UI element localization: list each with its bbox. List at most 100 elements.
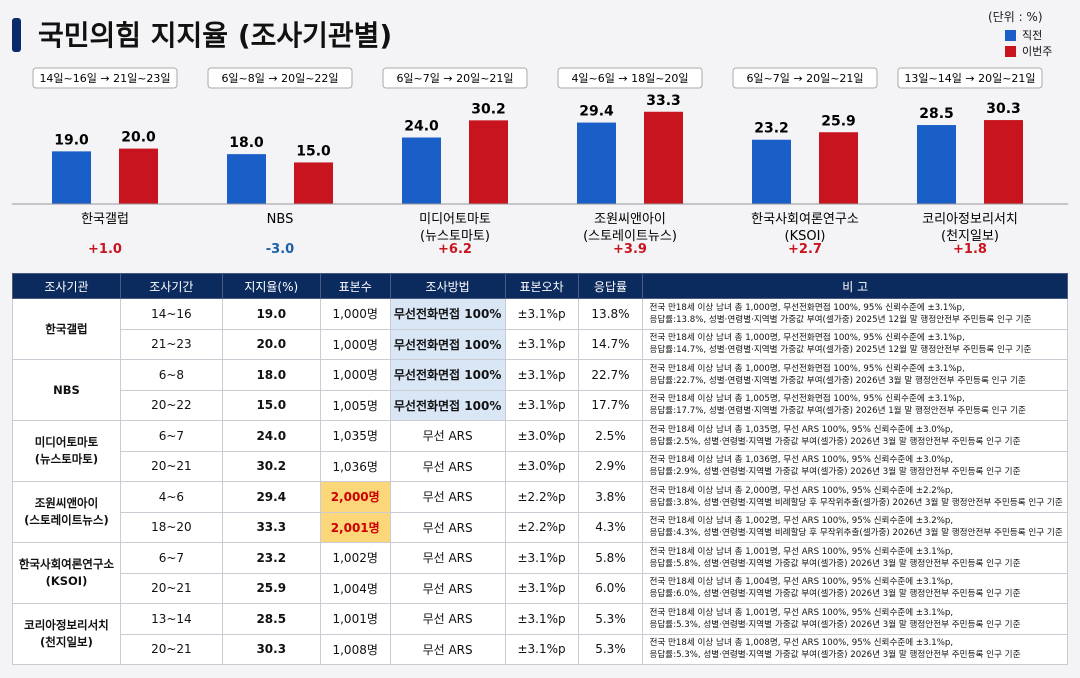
bar-prev bbox=[752, 139, 791, 204]
period-cell: 6~7 bbox=[119, 542, 223, 574]
period-label: 13일~14일 → 20일~21일 bbox=[904, 71, 1035, 85]
sample-cell: 1,036명 bbox=[319, 450, 391, 482]
sample-cell: 2,001명 bbox=[319, 511, 391, 543]
table-row: 20~21 25.9 1,004명 무선 ARS ±3.1%p 6.0% 전국 만18세 이… bbox=[13, 572, 1068, 604]
response-rate-cell: 5.3% bbox=[577, 633, 644, 665]
change-label: -3.0 bbox=[266, 242, 294, 257]
response-rate-cell: 5.8% bbox=[577, 542, 644, 574]
method-cell: 무선전화면접 100% bbox=[389, 389, 506, 421]
period-cell: 20~21 bbox=[119, 450, 223, 482]
category-label: (뉴스토마토) bbox=[420, 229, 490, 244]
legend-curr-swatch bbox=[1005, 45, 1016, 57]
method-cell: 무선 ARS bbox=[389, 511, 506, 543]
category-label: (KSOI) bbox=[785, 229, 826, 244]
period-cell: 6~8 bbox=[119, 359, 223, 391]
org-cell: NBS bbox=[12, 359, 121, 421]
period-cell: 14~16 bbox=[119, 298, 223, 330]
method-cell: 무선 ARS bbox=[389, 572, 506, 604]
rate-cell: 15.0 bbox=[221, 389, 321, 421]
note-cell: 전국 만18세 이상 남녀 총 1,008명, 무선 ARS 100%, 95%… bbox=[642, 633, 1068, 665]
column-header: 지지율(%) bbox=[221, 273, 321, 299]
column-header: 조사기관 bbox=[12, 273, 121, 299]
note-cell: 전국 만18세 이상 남녀 총 1,005명, 무선전화면접 100%, 95%… bbox=[642, 389, 1068, 421]
response-rate-cell: 2.9% bbox=[577, 450, 644, 482]
note-cell: 전국 만18세 이상 남녀 총 1,000명, 무선전화면접 100%, 95%… bbox=[642, 328, 1068, 360]
survey-table: 조사기관 조사기간 지지율(%) 표본수 조사방법 표본오차 응답률 비 고 한국갤럽 14~1… bbox=[12, 273, 1068, 665]
bar-value-label: 29.4 bbox=[579, 104, 614, 120]
response-rate-cell: 22.7% bbox=[577, 359, 644, 391]
sample-cell: 1,000명 bbox=[319, 298, 391, 330]
sample-cell: 1,000명 bbox=[319, 359, 391, 391]
sample-cell: 1,004명 bbox=[319, 572, 391, 604]
rate-cell: 23.2 bbox=[221, 542, 321, 574]
period-box bbox=[732, 67, 878, 89]
sample-cell: 1,000명 bbox=[319, 328, 391, 360]
bar-value-label: 20.0 bbox=[121, 130, 156, 146]
note-cell: 전국 만18세 이상 남녀 총 1,035명, 무선 ARS 100%, 95%… bbox=[642, 420, 1068, 452]
rate-cell: 24.0 bbox=[221, 420, 321, 452]
category-label: NBS bbox=[267, 212, 294, 227]
bar-prev bbox=[227, 154, 266, 204]
period-label: 4일~6일 → 18일~20일 bbox=[571, 71, 688, 85]
method-cell: 무선 ARS bbox=[389, 603, 506, 635]
response-rate-cell: 2.5% bbox=[577, 420, 644, 452]
method-cell: 무선 ARS bbox=[389, 542, 506, 574]
note-cell: 전국 만18세 이상 남녀 총 1,001명, 무선 ARS 100%, 95%… bbox=[642, 542, 1068, 574]
unit-label: (단위 : %) bbox=[988, 10, 1043, 24]
bar-curr bbox=[294, 162, 333, 204]
rate-cell: 19.0 bbox=[221, 298, 321, 330]
column-header: 비 고 bbox=[642, 273, 1068, 299]
column-header: 조사방법 bbox=[389, 273, 506, 299]
sample-cell: 1,005명 bbox=[319, 389, 391, 421]
note-cell: 전국 만18세 이상 남녀 총 1,036명, 무선 ARS 100%, 95%… bbox=[642, 450, 1068, 482]
period-cell: 18~20 bbox=[119, 511, 223, 543]
rate-cell: 18.0 bbox=[221, 359, 321, 391]
column-header: 응답률 bbox=[577, 273, 644, 299]
sample-cell: 2,000명 bbox=[319, 481, 391, 513]
org-cell: 코리아정보리서치 (천지일보) bbox=[12, 603, 121, 665]
category-label: (천지일보) bbox=[941, 229, 999, 244]
period-box bbox=[897, 67, 1043, 89]
bar-curr bbox=[819, 132, 858, 204]
bar-value-label: 19.0 bbox=[54, 132, 89, 148]
rate-cell: 20.0 bbox=[221, 328, 321, 360]
method-cell: 무선 ARS bbox=[389, 420, 506, 452]
sample-cell: 1,001명 bbox=[319, 603, 391, 635]
bar-prev bbox=[402, 137, 441, 204]
error-cell: ±3.1%p bbox=[504, 603, 579, 635]
rate-cell: 25.9 bbox=[221, 572, 321, 604]
period-cell: 20~21 bbox=[119, 572, 223, 604]
column-header: 표본수 bbox=[319, 273, 391, 299]
rate-cell: 29.4 bbox=[221, 481, 321, 513]
table-row: 21~23 20.0 1,000명 무선전화면접 100% ±3.1%p 14.7% 전국 … bbox=[13, 328, 1068, 360]
org-cell: 한국사회여론연구소 (KSOI) bbox=[12, 542, 121, 604]
error-cell: ±2.2%p bbox=[504, 481, 579, 513]
note-cell: 전국 만18세 이상 남녀 총 1,000명, 무선전화면접 100%, 95%… bbox=[642, 359, 1068, 391]
sample-cell: 1,008명 bbox=[319, 633, 391, 665]
bar-curr bbox=[119, 148, 158, 204]
table-row: 20~21 30.3 1,008명 무선 ARS ±3.1%p 5.3% 전국 만18세 이… bbox=[13, 633, 1068, 665]
note-cell: 전국 만18세 이상 남녀 총 1,002명, 무선 ARS 100%, 95%… bbox=[642, 511, 1068, 543]
bar-value-label: 30.2 bbox=[471, 101, 506, 117]
period-box bbox=[207, 67, 353, 89]
bar-value-label: 33.3 bbox=[646, 93, 681, 109]
table-row: 조원씨앤아이 (스토레이트뉴스) 4~6 29.4 2,000명 무선 ARS ±2.2%p… bbox=[12, 481, 1068, 543]
change-label: +6.2 bbox=[438, 242, 472, 257]
rate-cell: 30.2 bbox=[221, 450, 321, 482]
note-cell: 전국 만18세 이상 남녀 총 1,001명, 무선 ARS 100%, 95%… bbox=[642, 603, 1068, 635]
method-cell: 무선 ARS bbox=[389, 481, 506, 513]
response-rate-cell: 17.7% bbox=[577, 389, 644, 421]
bar-curr bbox=[984, 120, 1023, 204]
method-cell: 무선 ARS bbox=[389, 633, 506, 665]
legend-prev: 직전 bbox=[1005, 27, 1042, 43]
bar-chart: 14일~16일 → 21일~23일 19.0 20.0 한국갤럽 +1.0 6일~8일 →… bbox=[12, 67, 1068, 257]
error-cell: ±3.0%p bbox=[504, 420, 579, 452]
column-header: 표본오차 bbox=[504, 273, 579, 299]
bar-value-label: 24.0 bbox=[404, 119, 439, 135]
org-cell: 조원씨앤아이 (스토레이트뉴스) bbox=[12, 481, 121, 543]
response-rate-cell: 6.0% bbox=[577, 572, 644, 604]
method-cell: 무선전화면접 100% bbox=[389, 328, 506, 360]
response-rate-cell: 4.3% bbox=[577, 511, 644, 543]
legend-curr: 이번주 bbox=[1005, 43, 1052, 59]
legend-prev-swatch bbox=[1005, 29, 1016, 41]
